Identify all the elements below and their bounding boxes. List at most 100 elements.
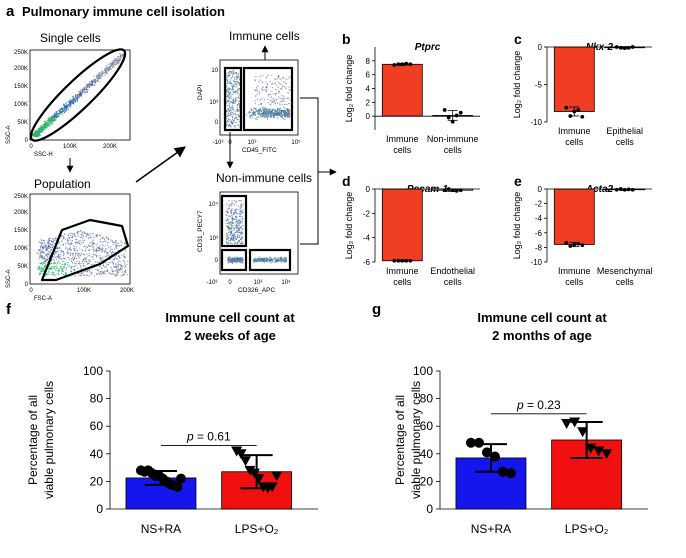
flow-event-dot [241, 257, 243, 259]
flow-event-dot [73, 97, 75, 99]
chart-title: Pecam-1 [407, 184, 449, 195]
flow-event-dot [120, 53, 122, 55]
flow-event-dot [75, 250, 77, 252]
flow-event-dot [86, 233, 89, 235]
flow-event-dot [232, 239, 234, 241]
flow-event-dot [62, 243, 65, 245]
flow-event-dot [75, 265, 77, 267]
flow-event-dot [230, 261, 233, 263]
flow-event-dot [230, 109, 232, 111]
data-point [497, 466, 508, 477]
flow-event-dot [117, 60, 119, 62]
flow-event-dot [283, 100, 286, 102]
flow-event-dot [61, 267, 63, 269]
flow-event-dot [231, 72, 233, 75]
flow-event-dot [80, 92, 82, 94]
flow-event-dot [71, 232, 73, 235]
flow-event-dot [110, 65, 112, 67]
flow-event-dot [268, 109, 270, 111]
flow-event-dot [266, 83, 269, 85]
flow-event-dot [238, 75, 240, 77]
flow-event-dot [229, 92, 231, 94]
flow-event-dot [239, 238, 242, 240]
immune-gate-scatter [225, 69, 292, 129]
flow-event-dot [248, 111, 251, 114]
flow-event-dot [229, 226, 232, 228]
data-point [231, 446, 243, 457]
flow-event-dot [69, 246, 71, 248]
flow-event-dot [239, 228, 241, 230]
flow-event-dot [48, 119, 51, 122]
flow-event-dot [238, 222, 240, 224]
flow-event-dot [235, 86, 237, 88]
flow-event-dot [274, 115, 276, 117]
flow-event-dot [111, 62, 113, 64]
flow-event-dot [61, 251, 63, 254]
flow-event-dot [233, 125, 235, 127]
immune-gate-plot: Immune cells 10 10³ 0 -10³ 0 10³ 10⁵ CD4… [197, 29, 301, 154]
flow-event-dot [93, 81, 96, 84]
flow-event-dot [72, 254, 74, 256]
flow-event-dot [50, 262, 53, 265]
flow-event-dot [275, 92, 277, 95]
flow-event-dot [284, 111, 287, 113]
data-point [568, 244, 573, 248]
flow-event-dot [98, 73, 100, 75]
flow-event-dot [65, 246, 67, 248]
flow-event-dot [54, 275, 56, 277]
flow-event-dot [95, 251, 98, 253]
flow-event-dot [79, 253, 81, 255]
flow-event-dot [234, 226, 236, 229]
flow-event-dot [44, 128, 46, 131]
flow-event-dot [63, 112, 66, 114]
flow-event-dot [122, 274, 124, 276]
flow-event-dot [117, 266, 120, 268]
flow-event-dot [233, 81, 235, 83]
flow-event-dot [86, 263, 88, 265]
flow-event-dot [67, 242, 69, 244]
flow-event-dot [115, 263, 117, 266]
flow-event-dot [256, 109, 258, 112]
flow-event-dot [227, 89, 230, 91]
chart-title: Ptprc [415, 42, 441, 53]
flow-event-dot [266, 260, 269, 262]
flow-event-dot [237, 76, 239, 79]
flow-event-dot [73, 262, 75, 264]
flow-event-dot [92, 80, 94, 83]
nonimmune-gate-epithelial-box [248, 248, 292, 272]
flow-event-dot [287, 97, 289, 99]
flow-event-dot [80, 233, 82, 235]
flow-event-dot [85, 270, 88, 272]
flow-event-dot [279, 104, 281, 106]
flow-event-dot [40, 127, 42, 129]
immune-gate-xtick: 10⁵ [291, 139, 301, 146]
flow-event-dot [58, 257, 60, 260]
flow-event-dot [53, 273, 55, 275]
flow-event-dot [46, 260, 48, 262]
flow-event-dot [94, 261, 97, 263]
flow-event-dot [279, 88, 282, 90]
flow-event-dot [239, 234, 241, 236]
flow-event-dot [232, 235, 234, 237]
flow-event-dot [119, 260, 121, 263]
flow-event-dot [39, 131, 42, 133]
flow-event-dot [109, 63, 111, 65]
flow-event-dot [42, 130, 44, 132]
flow-event-dot [84, 270, 86, 273]
y-tick-label: 40 [90, 447, 104, 461]
flow-event-dot [107, 66, 109, 68]
flow-event-dot [92, 239, 94, 241]
flow-event-dot [270, 93, 272, 96]
bar [553, 46, 595, 112]
flow-event-dot [241, 211, 244, 213]
flow-event-dot [99, 240, 101, 243]
flow-event-dot [67, 253, 69, 255]
flow-event-dot [285, 87, 287, 89]
data-point [400, 258, 405, 263]
p-value: = 0.61 [194, 430, 231, 444]
flow-event-dot [45, 254, 47, 256]
panel-a-title: Pulmonary immune cell isolation [22, 4, 225, 19]
data-point [568, 114, 573, 118]
flow-event-dot [249, 117, 251, 119]
flow-event-dot [230, 95, 232, 97]
